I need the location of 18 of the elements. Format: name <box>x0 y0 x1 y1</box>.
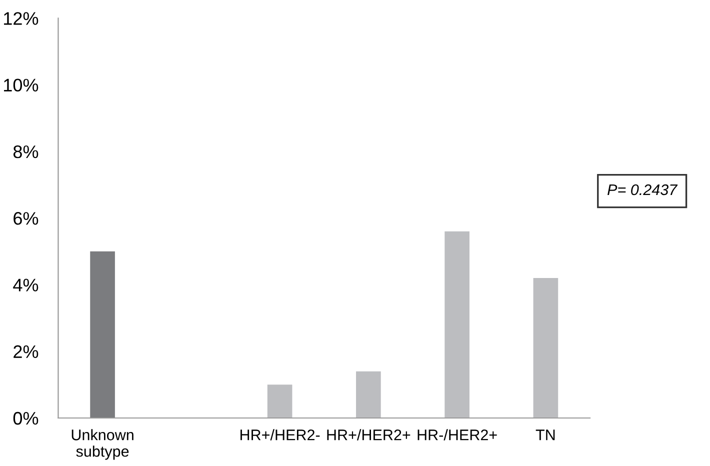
text: P= 0.2437 <box>608 184 678 196</box>
bar <box>533 278 558 418</box>
y-tick-label: 6% <box>14 212 38 225</box>
bar <box>444 231 470 418</box>
x-tick-label: HR-/HER2+ <box>418 429 497 440</box>
x-tick-label: HR+/HER2+ <box>327 429 410 440</box>
bar <box>356 371 381 418</box>
y-tick-label: 4% <box>13 278 38 292</box>
x-tick-label: HR+/HER2- <box>240 429 320 440</box>
y-tick-label: 10% <box>4 78 38 92</box>
y-tick-label: 12% <box>4 12 38 25</box>
y-tick-label: 8% <box>13 145 38 158</box>
bar <box>267 384 292 418</box>
y-tick-label: 0% <box>13 412 38 425</box>
x-tick-label: Unknown subtype <box>72 429 134 460</box>
y-tick-label: 2% <box>14 345 38 358</box>
bar <box>90 251 115 418</box>
x-tick-label: TN <box>536 430 555 440</box>
